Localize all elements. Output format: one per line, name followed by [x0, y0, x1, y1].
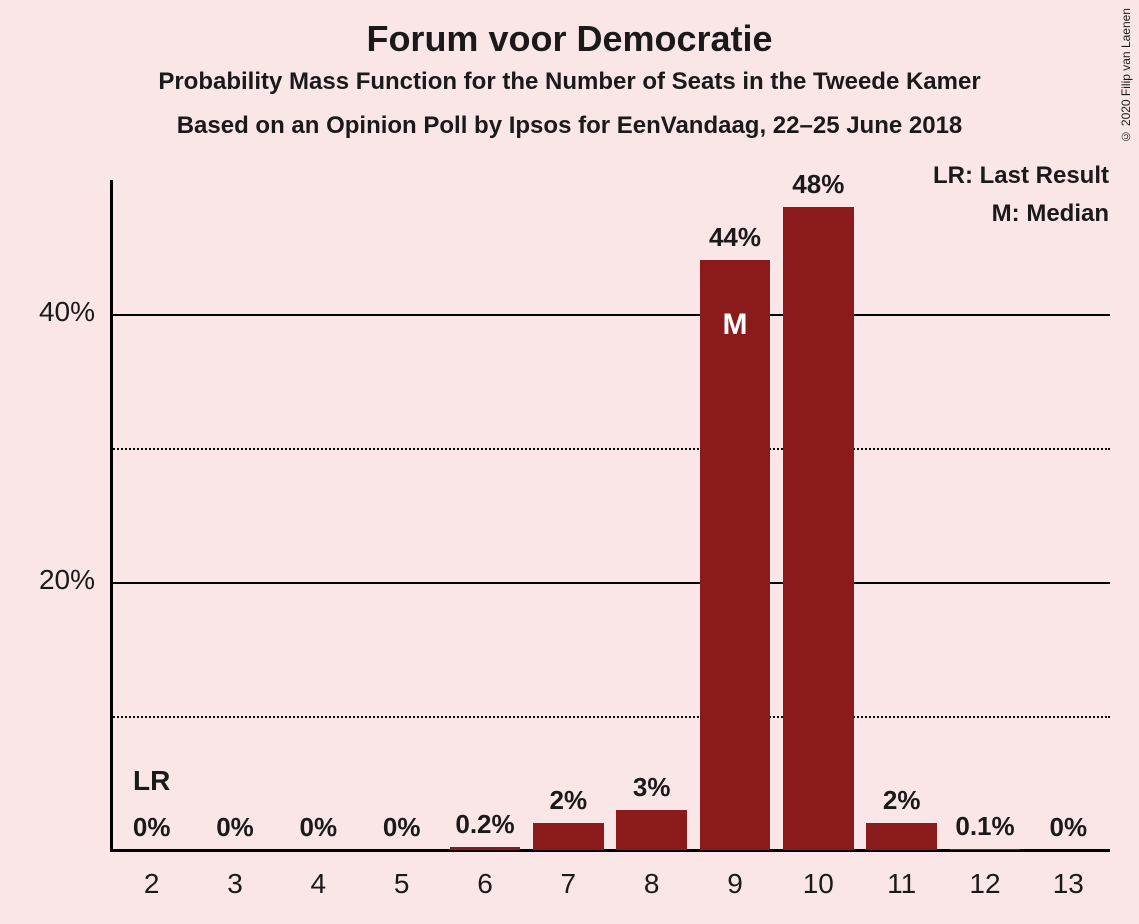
bar: [700, 260, 771, 850]
gridline-minor: [110, 716, 1110, 718]
x-tick-label: 11: [860, 868, 943, 900]
bar-value-label: 0%: [110, 812, 193, 843]
bar: [450, 847, 521, 850]
gridline-major: [110, 314, 1110, 316]
bar: [783, 207, 854, 850]
bar-value-label: 44%: [693, 222, 776, 253]
x-tick-label: 4: [277, 868, 360, 900]
x-tick-label: 2: [110, 868, 193, 900]
chart-container: 20%40%0%2LR0%30%40%50.2%62%73%844%9M48%1…: [0, 0, 1139, 924]
bar-value-label: 0%: [1027, 812, 1110, 843]
bar: [866, 823, 937, 850]
x-tick-label: 7: [527, 868, 610, 900]
x-tick-label: 10: [777, 868, 860, 900]
bar-value-label: 3%: [610, 772, 693, 803]
bar: [950, 849, 1021, 850]
x-tick-label: 5: [360, 868, 443, 900]
bar: [533, 823, 604, 850]
median-marker: M: [693, 308, 776, 342]
y-tick-label: 40%: [0, 296, 95, 328]
x-tick-label: 13: [1027, 868, 1110, 900]
bar-value-label: 0%: [277, 812, 360, 843]
x-tick-label: 12: [943, 868, 1026, 900]
bar: [616, 810, 687, 850]
y-tick-label: 20%: [0, 564, 95, 596]
x-tick-label: 9: [693, 868, 776, 900]
bar-value-label: 0%: [360, 812, 443, 843]
bar-value-label: 0%: [193, 812, 276, 843]
bar-value-label: 2%: [527, 785, 610, 816]
x-tick-label: 6: [443, 868, 526, 900]
bar-value-label: 0.1%: [943, 811, 1026, 842]
x-tick-label: 8: [610, 868, 693, 900]
lr-marker: LR: [110, 765, 193, 797]
bar-value-label: 48%: [777, 169, 860, 200]
bar-value-label: 2%: [860, 785, 943, 816]
gridline-major: [110, 582, 1110, 584]
gridline-minor: [110, 448, 1110, 450]
x-tick-label: 3: [193, 868, 276, 900]
y-axis-line: [110, 180, 113, 850]
bar-value-label: 0.2%: [443, 809, 526, 840]
